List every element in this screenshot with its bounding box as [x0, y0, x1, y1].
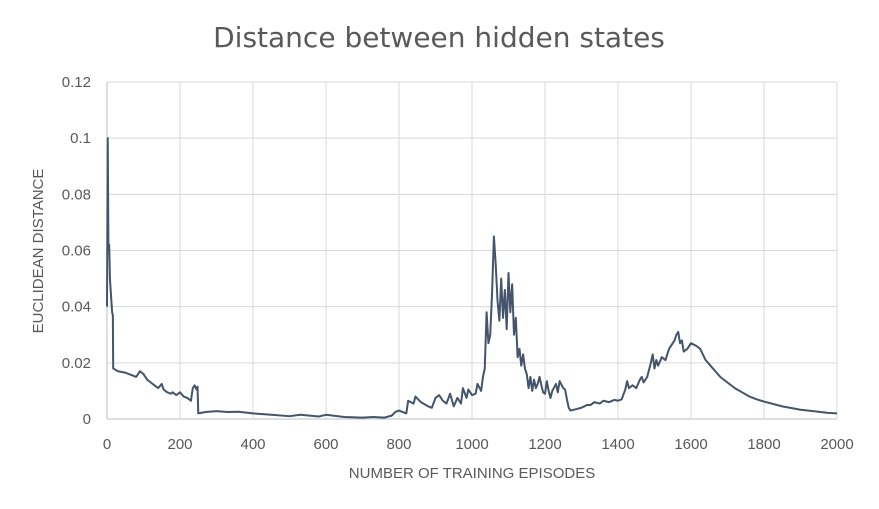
- gridlines: [106, 81, 838, 420]
- x-tick-label: 400: [240, 436, 265, 453]
- y-axis-label: EUCLIDEAN DISTANCE: [30, 169, 47, 334]
- x-tick-label: 1600: [674, 436, 707, 453]
- x-tick-label: 0: [103, 436, 111, 453]
- x-tick-label: 2000: [820, 436, 853, 453]
- x-tick-label: 1200: [528, 436, 561, 453]
- chart-title: Distance between hidden states: [213, 21, 665, 54]
- y-tick-label: 0.08: [62, 186, 91, 203]
- x-tick-label: 1800: [747, 436, 780, 453]
- x-tick-label: 200: [167, 436, 192, 453]
- y-tick-label: 0.04: [62, 299, 91, 316]
- series-line: [106, 137, 838, 419]
- plot-area: [106, 137, 838, 419]
- x-tick-label: 1400: [601, 436, 634, 453]
- y-tick-label: 0.12: [62, 74, 91, 91]
- y-tick-label: 0.06: [62, 243, 91, 260]
- tick-labels: 0 0.02 0.04 0.06 0.08 0.1 0.12 0 200 400 600 800 100…: [62, 74, 854, 453]
- y-tick-label: 0.02: [62, 355, 91, 372]
- x-tick-label: 1000: [455, 436, 488, 453]
- y-tick-label: 0: [83, 411, 91, 428]
- y-tick-label: 0.1: [70, 130, 91, 147]
- x-tick-label: 800: [386, 436, 411, 453]
- x-tick-label: 600: [313, 436, 338, 453]
- x-axis-label: NUMBER OF TRAINING EPISODES: [349, 465, 595, 482]
